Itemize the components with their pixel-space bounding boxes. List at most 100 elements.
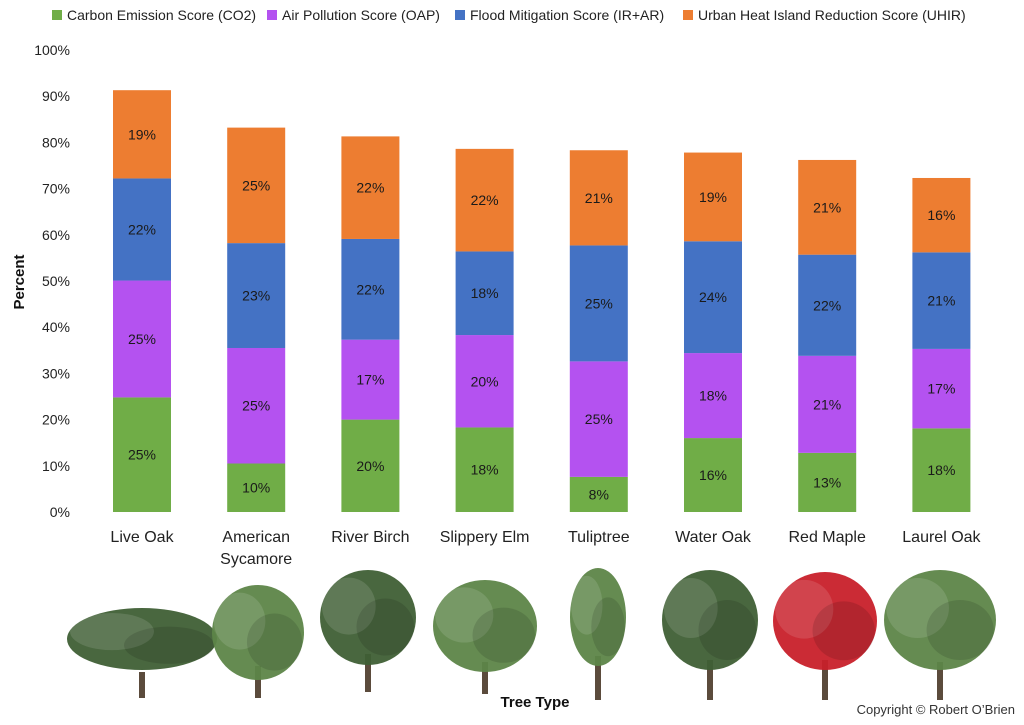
bar-segment-co2 — [341, 419, 400, 512]
legend-swatch-co2 — [52, 10, 62, 20]
bar-segment-co2 — [798, 452, 857, 512]
data-label-co2: 8% — [589, 486, 609, 502]
x-axis-title: Tree Type — [501, 694, 570, 711]
bar-segment-oap — [798, 355, 857, 453]
bar-segment-uhir — [798, 159, 857, 255]
bar-segment-uhir — [113, 90, 171, 179]
data-label-oap: 20% — [471, 373, 499, 389]
y-tick-label: 100% — [34, 42, 70, 58]
tree-illustrations — [67, 568, 996, 700]
category-label: Tuliptree — [568, 529, 630, 546]
category-label: Laurel Oak — [902, 529, 981, 546]
bar-segment-oap — [455, 335, 514, 428]
data-label-flood: 23% — [242, 288, 270, 304]
bar-segment-co2 — [113, 397, 171, 512]
laurel-oak-tree-icon — [884, 570, 996, 700]
data-label-co2: 25% — [128, 447, 156, 463]
data-label-uhir: 19% — [128, 126, 156, 142]
bar-segment-oap — [912, 348, 971, 429]
bar-segment-oap — [227, 347, 286, 464]
legend-swatch-flood — [455, 10, 465, 20]
data-label-uhir: 16% — [927, 207, 955, 223]
bar-segment-flood — [798, 254, 857, 356]
american-sycamore-tree-icon — [212, 585, 304, 698]
data-label-co2: 13% — [813, 474, 841, 490]
data-label-uhir: 22% — [471, 192, 499, 208]
bar-segment-uhir — [684, 152, 742, 242]
bar-segment-flood — [113, 178, 171, 281]
legend-swatch-uhir — [683, 10, 693, 20]
data-label-oap: 25% — [242, 398, 270, 414]
y-axis: 0% 10% 20% 30% 40% 50% 60% 70% 80% 90% 100% — [34, 42, 70, 520]
bar-segment-flood — [227, 243, 286, 348]
bar-segment-oap — [341, 339, 400, 420]
category-label: River Birch — [331, 529, 409, 546]
bars: 25% 25% 22% 19% 10% 25% 23% 25% 20% 17% 22% 22% 18% 2… — [113, 90, 971, 512]
data-label-oap: 21% — [813, 396, 841, 412]
legend-label-co2: Carbon Emission Score (CO2) — [67, 7, 256, 23]
data-label-flood: 22% — [128, 221, 156, 237]
bar-segment-uhir — [912, 177, 971, 253]
bar-segment-co2 — [569, 476, 628, 512]
bar-segment-oap — [684, 353, 742, 439]
y-tick-label: 90% — [42, 88, 70, 104]
data-label-uhir: 25% — [242, 177, 270, 193]
y-tick-label: 30% — [42, 365, 70, 381]
data-label-flood: 18% — [471, 285, 499, 301]
y-tick-label: 40% — [42, 319, 70, 335]
copyright-notice: Copyright © Robert O’Brien — [857, 702, 1015, 717]
data-label-flood: 22% — [813, 297, 841, 313]
y-tick-label: 60% — [42, 227, 70, 243]
data-label-flood: 24% — [699, 289, 727, 305]
bar-segment-flood — [455, 251, 514, 336]
data-label-uhir: 21% — [813, 199, 841, 215]
live-oak-tree-icon — [67, 608, 217, 698]
y-tick-label: 20% — [42, 412, 70, 428]
bar-segment-co2 — [912, 428, 971, 512]
legend-swatch-oap — [267, 10, 277, 20]
data-label-co2: 20% — [356, 458, 384, 474]
water-oak-tree-icon — [662, 570, 758, 700]
bar-segment-flood — [341, 238, 400, 340]
bar-segment-uhir — [341, 136, 400, 239]
y-tick-label: 50% — [42, 273, 70, 289]
data-label-oap: 17% — [927, 381, 955, 397]
legend-label-uhir: Urban Heat Island Reduction Score (UHIR) — [698, 7, 966, 23]
data-label-flood: 22% — [356, 281, 384, 297]
bar-segment-uhir — [227, 127, 286, 244]
data-label-oap: 25% — [585, 411, 613, 427]
slippery-elm-tree-icon — [433, 580, 537, 694]
bar-segment-flood — [912, 252, 971, 349]
data-label-uhir: 21% — [585, 190, 613, 206]
bar-segment-flood — [569, 245, 628, 362]
chart-legend: Carbon Emission Score (CO2) Air Pollution… — [52, 7, 966, 23]
tuliptree-tree-icon — [570, 568, 626, 700]
data-label-oap: 25% — [128, 331, 156, 347]
bar-segment-flood — [684, 241, 742, 354]
bar-segment-co2 — [227, 463, 286, 512]
data-label-co2: 18% — [471, 462, 499, 478]
y-tick-label: 70% — [42, 181, 70, 197]
category-label: American — [222, 529, 290, 546]
y-tick-label: 0% — [50, 504, 70, 520]
category-label: Slippery Elm — [440, 529, 530, 546]
bar-segment-uhir — [569, 150, 628, 246]
category-label: Water Oak — [675, 529, 752, 546]
data-label-oap: 18% — [699, 388, 727, 404]
legend-label-oap: Air Pollution Score (OAP) — [282, 7, 440, 23]
y-tick-label: 10% — [42, 458, 70, 474]
data-label-flood: 25% — [585, 295, 613, 311]
river-birch-tree-icon — [320, 570, 416, 692]
y-tick-label: 80% — [42, 134, 70, 150]
red-maple-tree-icon — [773, 572, 877, 700]
category-label: Live Oak — [110, 529, 174, 546]
data-label-oap: 17% — [356, 372, 384, 388]
data-label-co2: 18% — [927, 462, 955, 478]
x-axis-category-labels: Live Oak American Sycamore River Birch Slipp… — [110, 529, 981, 568]
legend-label-flood: Flood Mitigation Score (IR+AR) — [470, 7, 664, 23]
bar-segment-oap — [113, 280, 171, 398]
bar-segment-co2 — [455, 427, 514, 512]
category-label: Sycamore — [220, 551, 292, 568]
bar-segment-co2 — [684, 438, 742, 512]
